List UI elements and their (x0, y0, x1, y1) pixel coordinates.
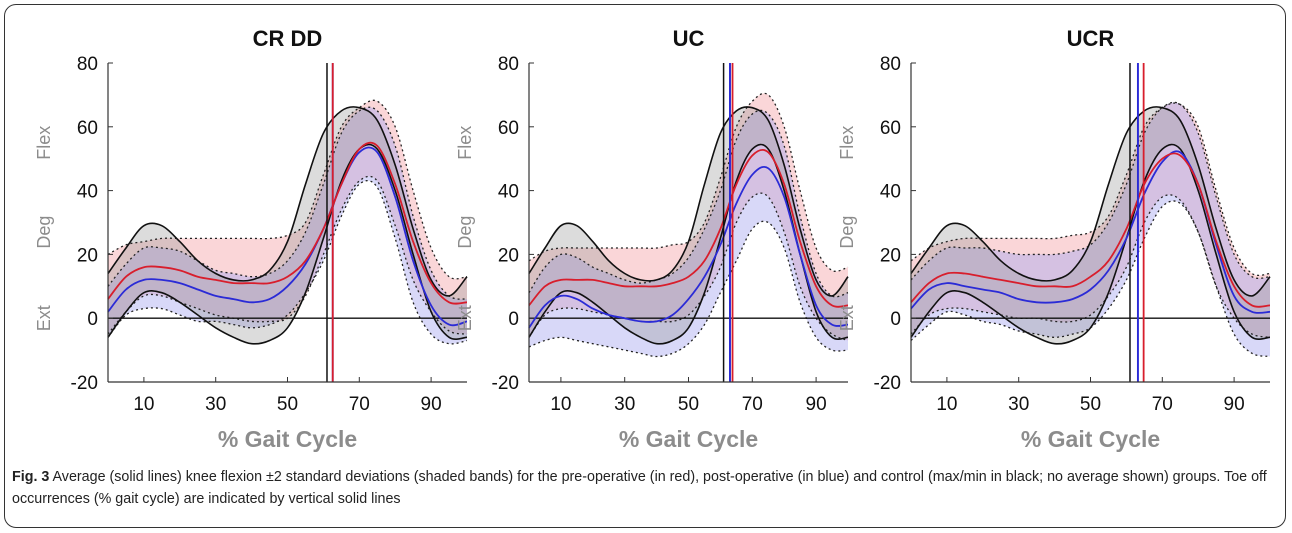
figure-frame (4, 4, 1286, 528)
pre-sd-band (108, 100, 467, 335)
y-axis-label-flex: Flex (34, 126, 54, 160)
x-tick-label: 10 (936, 394, 957, 415)
y-axis-label-flex: Flex (837, 126, 857, 160)
x-tick-label: 70 (1152, 394, 1173, 415)
post-sd-band (108, 107, 467, 344)
knee-flexion-figure: CR DD -20 0 20 40 60 80 10 30 50 70 90 % Gait Cycle E… (34, 26, 1271, 452)
y-axis-label-ext: Ext (837, 305, 857, 331)
pre-sd-band (529, 93, 848, 341)
y-tick-label: 80 (498, 54, 519, 75)
x-tick-label: 30 (1008, 394, 1029, 415)
y-tick-label: 0 (508, 309, 519, 330)
y-axis-label-flex: Flex (455, 126, 475, 160)
control-min-line (910, 143, 1271, 345)
y-axis-label-ext: Ext (34, 305, 54, 331)
y-tick-label: 40 (498, 182, 519, 203)
y-tick-label: 40 (880, 182, 901, 203)
y-tick-label: 20 (498, 245, 519, 266)
x-tick-label: 10 (550, 394, 571, 415)
post-band-upper-edge (107, 106, 468, 300)
post-sd-band (529, 110, 848, 357)
pre-mean-line (107, 141, 468, 305)
y-axis-label-ext: Ext (455, 305, 475, 331)
x-tick-label: 50 (277, 394, 298, 415)
y-tick-label: 40 (77, 182, 98, 203)
figure-caption-text: Average (solid lines) knee flexion ±2 st… (12, 469, 1267, 507)
pre-band-lower-edge (528, 192, 849, 342)
x-tick-label: 10 (133, 394, 154, 415)
y-tick-label: -20 (874, 373, 901, 394)
chart-title: CR DD (253, 26, 323, 51)
chart-panel-ucr: UCR -20 0 20 40 60 80 10 30 50 70 90 % Gait Cycle Ext… (837, 26, 1271, 452)
pre-band-upper-edge (910, 102, 1271, 277)
post-band-upper-edge (528, 109, 849, 298)
post-mean-line (107, 146, 468, 327)
pre-band-lower-edge (910, 194, 1271, 338)
pre-band-upper-edge (528, 92, 849, 272)
post-band-lower-edge (107, 179, 468, 345)
chart-panel-cr-dd: CR DD -20 0 20 40 60 80 10 30 50 70 90 % Gait Cycle E… (34, 26, 468, 452)
x-tick-label: 90 (1224, 394, 1245, 415)
x-tick-label: 70 (742, 394, 763, 415)
control-sd-band (529, 106, 848, 344)
x-tick-label: 90 (421, 394, 442, 415)
pre-mean-line (528, 148, 849, 308)
x-axis-label: % Gait Cycle (218, 426, 357, 452)
y-tick-label: 60 (77, 118, 98, 139)
control-max-line (910, 106, 1271, 297)
x-tick-label: 30 (614, 394, 635, 415)
control-max-line (107, 106, 468, 297)
y-tick-label: 60 (880, 118, 901, 139)
control-min-line (107, 143, 468, 345)
control-max-line (528, 106, 849, 297)
y-axis-label-deg: Deg (837, 216, 857, 249)
figure-caption: Fig. 3 Average (solid lines) knee flexio… (12, 466, 1277, 510)
chart-title: UCR (1067, 26, 1115, 51)
y-axis-label-deg: Deg (34, 216, 54, 249)
post-band-lower-edge (910, 200, 1271, 358)
y-tick-label: 60 (498, 118, 519, 139)
x-tick-label: 50 (678, 394, 699, 415)
x-axis-label: % Gait Cycle (619, 426, 758, 452)
y-tick-label: 20 (77, 245, 98, 266)
y-tick-label: 80 (880, 54, 901, 75)
y-tick-label: -20 (492, 373, 519, 394)
figure-caption-label: Fig. 3 (12, 469, 50, 485)
y-tick-label: 0 (87, 309, 98, 330)
post-band-lower-edge (528, 220, 849, 358)
control-sd-band (911, 106, 1270, 344)
x-tick-label: 70 (349, 394, 370, 415)
y-tick-label: 80 (77, 54, 98, 75)
y-tick-label: -20 (71, 373, 98, 394)
x-tick-label: 90 (806, 394, 827, 415)
pre-mean-line (910, 152, 1271, 308)
y-axis-label-deg: Deg (455, 216, 475, 249)
x-axis-label: % Gait Cycle (1021, 426, 1160, 452)
pre-sd-band (911, 103, 1270, 338)
x-tick-label: 30 (205, 394, 226, 415)
x-tick-label: 50 (1080, 394, 1101, 415)
y-tick-label: 20 (880, 245, 901, 266)
control-sd-band (108, 106, 467, 344)
y-tick-label: 0 (890, 309, 901, 330)
chart-title: UC (673, 26, 705, 51)
post-mean-line (528, 165, 849, 329)
chart-panel-uc: UC -20 0 20 40 60 80 10 30 50 70 90 % Gait Cycle Ext D… (455, 26, 849, 452)
